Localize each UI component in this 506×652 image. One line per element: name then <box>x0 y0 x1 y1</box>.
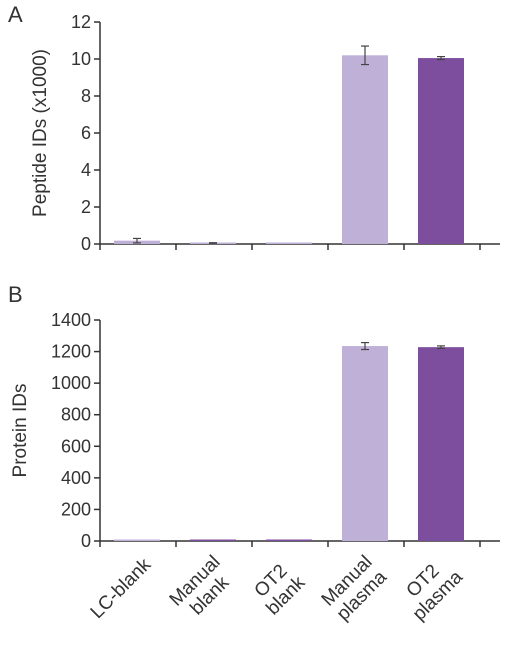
x-category-label-line: LC-blank <box>87 554 156 623</box>
y-tick-label-b: 1400 <box>51 310 91 330</box>
bar-b-manual-blank <box>190 539 236 541</box>
bar-a-manual-plasma <box>342 55 388 244</box>
x-category-label-manual-blank: Manualblank <box>166 552 240 626</box>
bar-b-ot2-blank <box>266 539 312 541</box>
y-tick-label-b: 400 <box>61 468 91 488</box>
bar-a-ot2-blank <box>266 242 312 244</box>
panel-label-a: A <box>8 2 23 27</box>
y-tick-label-a: 6 <box>81 123 91 143</box>
x-category-label-ot2-plasma: OT2plasma <box>394 552 467 625</box>
x-category-label-lc-blank: LC-blank <box>87 554 156 623</box>
y-tick-label-a: 2 <box>81 197 91 217</box>
y-axis-title-b: Protein IDs <box>10 384 31 478</box>
y-axis-title-a: Peptide IDs (x1000) <box>30 49 51 217</box>
panel-a-peptide-chart: A 0 2 4 6 8 10 12 Peptide IDs (x1000) <box>8 2 500 254</box>
panel-b-protein-chart: B 0 200 400 600 800 1000 1200 1400 Protein IDs LC-… <box>8 282 500 625</box>
y-tick-label-b: 600 <box>61 436 91 456</box>
bar-b-ot2-plasma <box>418 347 464 541</box>
y-tick-label-a: 4 <box>81 160 91 180</box>
y-tick-label-a: 12 <box>71 12 91 32</box>
bar-b-manual-plasma <box>342 346 388 541</box>
x-category-label-ot2-blank: OT2blank <box>248 557 310 619</box>
y-tick-label-b: 800 <box>61 405 91 425</box>
y-tick-label-b: 200 <box>61 499 91 519</box>
y-tick-label-b: 0 <box>81 531 91 551</box>
x-category-label-manual-plasma: Manualplasma <box>318 552 392 626</box>
y-tick-label-b: 1000 <box>51 373 91 393</box>
bar-b-lc-blank <box>114 539 160 541</box>
y-tick-label-b: 1200 <box>51 342 91 362</box>
bar-a-ot2-plasma <box>418 58 464 245</box>
y-tick-label-a: 8 <box>81 86 91 106</box>
y-tick-label-a: 10 <box>71 49 91 69</box>
panel-label-b: B <box>8 282 23 307</box>
y-tick-label-a: 0 <box>81 234 91 254</box>
